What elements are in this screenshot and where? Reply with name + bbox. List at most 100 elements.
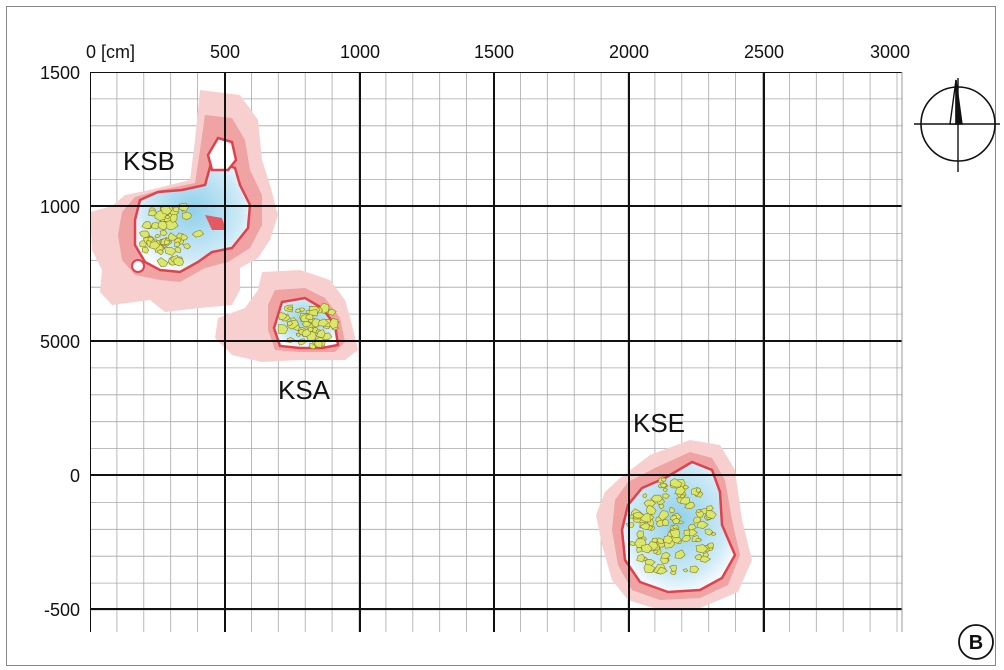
stone xyxy=(705,510,717,520)
stone xyxy=(159,229,168,237)
stone xyxy=(658,503,665,510)
stone xyxy=(316,329,326,339)
stone xyxy=(682,484,690,490)
stone xyxy=(182,243,191,250)
stone xyxy=(711,531,717,536)
stone xyxy=(164,239,171,245)
stone xyxy=(174,241,181,247)
x-tick-2500: 2500 xyxy=(744,42,784,62)
stone xyxy=(703,552,710,558)
stone xyxy=(286,306,294,311)
stone xyxy=(707,542,715,549)
stone xyxy=(674,549,686,559)
y-tick-1000: 1000 xyxy=(40,197,80,217)
stone xyxy=(164,215,170,220)
stone xyxy=(639,522,651,531)
stone xyxy=(307,326,314,332)
stone xyxy=(147,236,155,242)
stone xyxy=(156,257,169,268)
stone xyxy=(157,221,168,231)
stone xyxy=(695,538,703,542)
stone xyxy=(669,529,680,539)
stone xyxy=(656,566,668,575)
stone xyxy=(661,519,670,526)
stone xyxy=(329,318,339,330)
stone xyxy=(167,232,179,241)
stone xyxy=(653,549,659,555)
x-tick-2000: 2000 xyxy=(609,42,649,62)
stone xyxy=(646,504,657,515)
stone xyxy=(642,493,648,499)
stone xyxy=(650,494,664,503)
stone xyxy=(154,234,161,239)
map-frame xyxy=(6,6,996,666)
stone xyxy=(670,478,683,488)
stone xyxy=(139,230,150,238)
stone xyxy=(636,547,643,553)
ksa-stones xyxy=(277,302,340,350)
stone xyxy=(669,507,675,514)
panel-letter: B xyxy=(969,632,983,654)
stone xyxy=(182,212,192,221)
y-tick-0: 0 xyxy=(70,466,80,486)
x-axis-labels: 0 [cm] 500 1000 1500 2000 2500 3000 xyxy=(86,42,910,62)
x-tick-500: 500 xyxy=(210,42,240,62)
x-tick-1500: 1500 xyxy=(474,42,514,62)
stone xyxy=(681,535,691,543)
stone xyxy=(287,320,294,326)
stone xyxy=(662,493,670,499)
x-tick-1000: 1000 xyxy=(340,42,380,62)
feature-ksb xyxy=(90,90,278,312)
stone xyxy=(278,312,288,320)
north-arrow-icon xyxy=(914,78,1000,172)
stone xyxy=(641,543,653,554)
stone xyxy=(669,564,677,573)
stone xyxy=(704,528,714,536)
stone xyxy=(696,520,709,529)
stone xyxy=(643,563,656,574)
ksb-stones xyxy=(138,202,205,268)
stone xyxy=(658,510,670,521)
stone xyxy=(157,249,165,256)
stone xyxy=(191,229,205,238)
x-tick-3000: 3000 xyxy=(870,42,910,62)
stone xyxy=(695,544,709,554)
kse-stones xyxy=(626,476,717,575)
stone xyxy=(169,213,178,224)
stone xyxy=(633,512,645,519)
stone xyxy=(141,246,150,254)
stone xyxy=(636,530,645,539)
stone xyxy=(662,487,668,493)
y-tick-1500: 1500 xyxy=(40,63,80,83)
site-label-ksb: KSB xyxy=(123,146,175,176)
ksb-small-ring xyxy=(131,259,145,273)
major-grid xyxy=(90,72,902,632)
stone xyxy=(180,233,188,241)
ksb-ring xyxy=(206,136,238,172)
stone xyxy=(689,565,700,574)
stone xyxy=(679,496,691,505)
stone xyxy=(696,509,701,513)
stone xyxy=(636,553,646,563)
stone xyxy=(327,308,337,316)
stone xyxy=(706,505,714,511)
stone xyxy=(317,318,330,327)
stone xyxy=(148,209,158,217)
stone xyxy=(694,554,703,560)
stone xyxy=(164,247,178,256)
stone xyxy=(682,568,689,573)
stone xyxy=(308,309,318,317)
stone xyxy=(671,518,681,525)
stone xyxy=(656,537,664,545)
panel-letter-badge: B xyxy=(958,624,994,660)
stone xyxy=(661,477,667,482)
y-tick-5000: 5000 xyxy=(40,332,80,352)
stone xyxy=(301,320,312,328)
y-tick-minus-500: -500 xyxy=(44,600,80,620)
stone xyxy=(660,551,671,560)
stone xyxy=(687,524,697,531)
site-label-ksa: KSA xyxy=(278,375,331,405)
y-axis-labels: 1500 1000 5000 0 -500 xyxy=(40,63,80,620)
feature-kse xyxy=(596,440,752,610)
